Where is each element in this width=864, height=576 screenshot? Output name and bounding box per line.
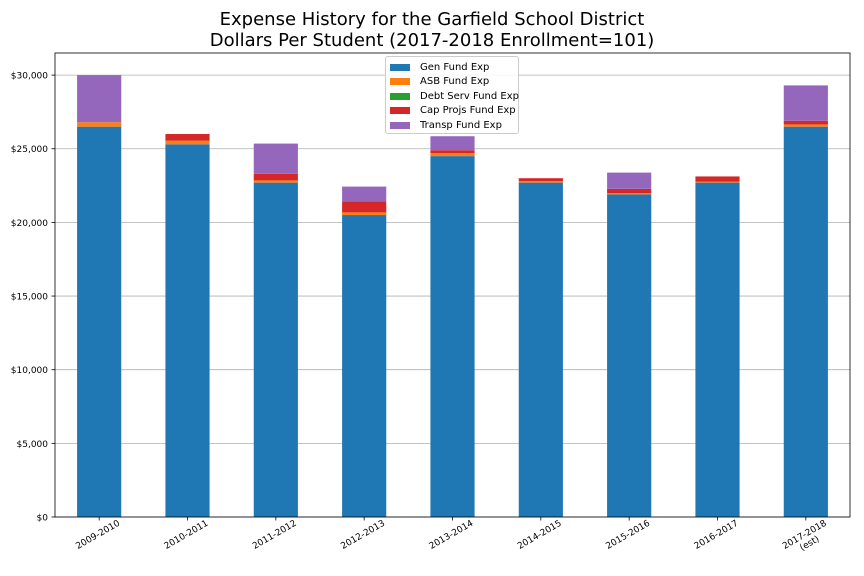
y-tick-label: $30,000 — [11, 72, 48, 82]
bar-segment — [165, 140, 210, 145]
x-tick-label: 2015-2016 — [604, 519, 652, 552]
bar-segment — [430, 156, 475, 517]
x-tick-label-text: 2015-2016 — [604, 519, 652, 552]
bar-segment — [783, 85, 828, 121]
bar-segment — [77, 122, 122, 127]
bar-segment — [77, 75, 122, 123]
legend-item: ASB Fund Exp — [390, 75, 489, 89]
bar-segment — [342, 212, 387, 216]
legend-label: Cap Projs Fund Exp — [420, 105, 516, 116]
bar-segment — [77, 126, 122, 518]
bar-segment — [783, 126, 828, 518]
legend-swatch — [390, 78, 410, 85]
legend-item: Debt Serv Fund Exp — [390, 89, 519, 103]
y-tick-label: $20,000 — [11, 219, 48, 229]
x-tick-label: 2017-2018(est) — [781, 519, 829, 554]
x-tick-label-text: 2009-2010 — [74, 519, 122, 552]
bar-segment — [695, 181, 740, 183]
bar-segment — [607, 193, 652, 195]
y-tick-label: $10,000 — [11, 366, 48, 376]
x-tick-label-text: 2013-2014 — [428, 519, 476, 552]
x-tick-label: 2013-2014 — [428, 519, 476, 552]
legend-swatch — [390, 121, 410, 129]
x-tick-label-text: 2010-2011 — [163, 519, 210, 552]
bars — [77, 75, 828, 518]
chart-title-line-2: Dollars Per Student (2017-2018 Enrollmen… — [209, 30, 655, 51]
x-tick-label-text: 2011-2012 — [251, 519, 298, 552]
y-tick-label: $0 — [37, 514, 49, 524]
plot-frame — [54, 52, 851, 518]
x-tick-label-text: 2012-2013 — [339, 519, 386, 552]
bar-segment — [342, 186, 387, 202]
bar-segment — [518, 181, 563, 183]
x-tick-label: 2011-2012 — [251, 519, 298, 552]
bar-segment — [342, 201, 387, 213]
chart-title-line-1: Expense History for the Garfield School … — [219, 9, 645, 30]
x-tick-label: 2012-2013 — [339, 519, 386, 552]
bar-segment — [695, 182, 740, 517]
x-tick-label: 2009-2010 — [74, 519, 122, 552]
x-tick-label: 2010-2011 — [163, 519, 210, 552]
x-tick-label: 2016-2017 — [693, 519, 740, 552]
legend-item: Gen Fund Exp — [390, 60, 489, 74]
legend-swatch — [390, 92, 410, 100]
legend-swatch — [390, 107, 410, 114]
bar-segment — [253, 180, 298, 183]
bar-segment — [518, 182, 563, 517]
bar-segment — [342, 215, 387, 518]
bar-segment — [430, 153, 475, 157]
bar-segment — [253, 173, 298, 181]
x-tick-label-text: 2014-2015 — [516, 519, 563, 552]
legend-swatch — [390, 63, 410, 71]
bar-segment — [430, 136, 475, 151]
legend-item: Cap Projs Fund Exp — [390, 104, 516, 118]
bar-segment — [695, 176, 740, 182]
bar-segment — [430, 150, 475, 154]
bar-segment — [165, 134, 210, 141]
bar-segment — [607, 188, 652, 194]
x-tick-label: 2014-2015 — [516, 519, 563, 552]
bar-segment — [165, 144, 210, 518]
legend-label: ASB Fund Exp — [420, 76, 490, 87]
legend-item: Transp Fund Exp — [390, 118, 502, 132]
bar-segment — [783, 124, 828, 127]
y-tick-label: $25,000 — [11, 145, 48, 155]
bar-segment — [253, 182, 298, 517]
bar-segment — [518, 178, 563, 182]
legend: Gen Fund Exp ASB Fund Exp Debt Serv Fund E… — [385, 56, 519, 134]
y-tick-label: $15,000 — [11, 293, 48, 303]
legend-label: Debt Serv Fund Exp — [420, 90, 519, 102]
y-tick-label: $5,000 — [17, 440, 49, 450]
axes — [51, 52, 851, 521]
bar-segment — [783, 120, 828, 125]
legend-label: Transp Fund Exp — [420, 119, 502, 131]
legend-label: Gen Fund Exp — [420, 61, 490, 73]
bar-segment — [607, 172, 652, 189]
bar-segment — [253, 143, 298, 174]
bar-segment — [607, 194, 652, 517]
x-tick-label-text: 2016-2017 — [693, 519, 740, 552]
